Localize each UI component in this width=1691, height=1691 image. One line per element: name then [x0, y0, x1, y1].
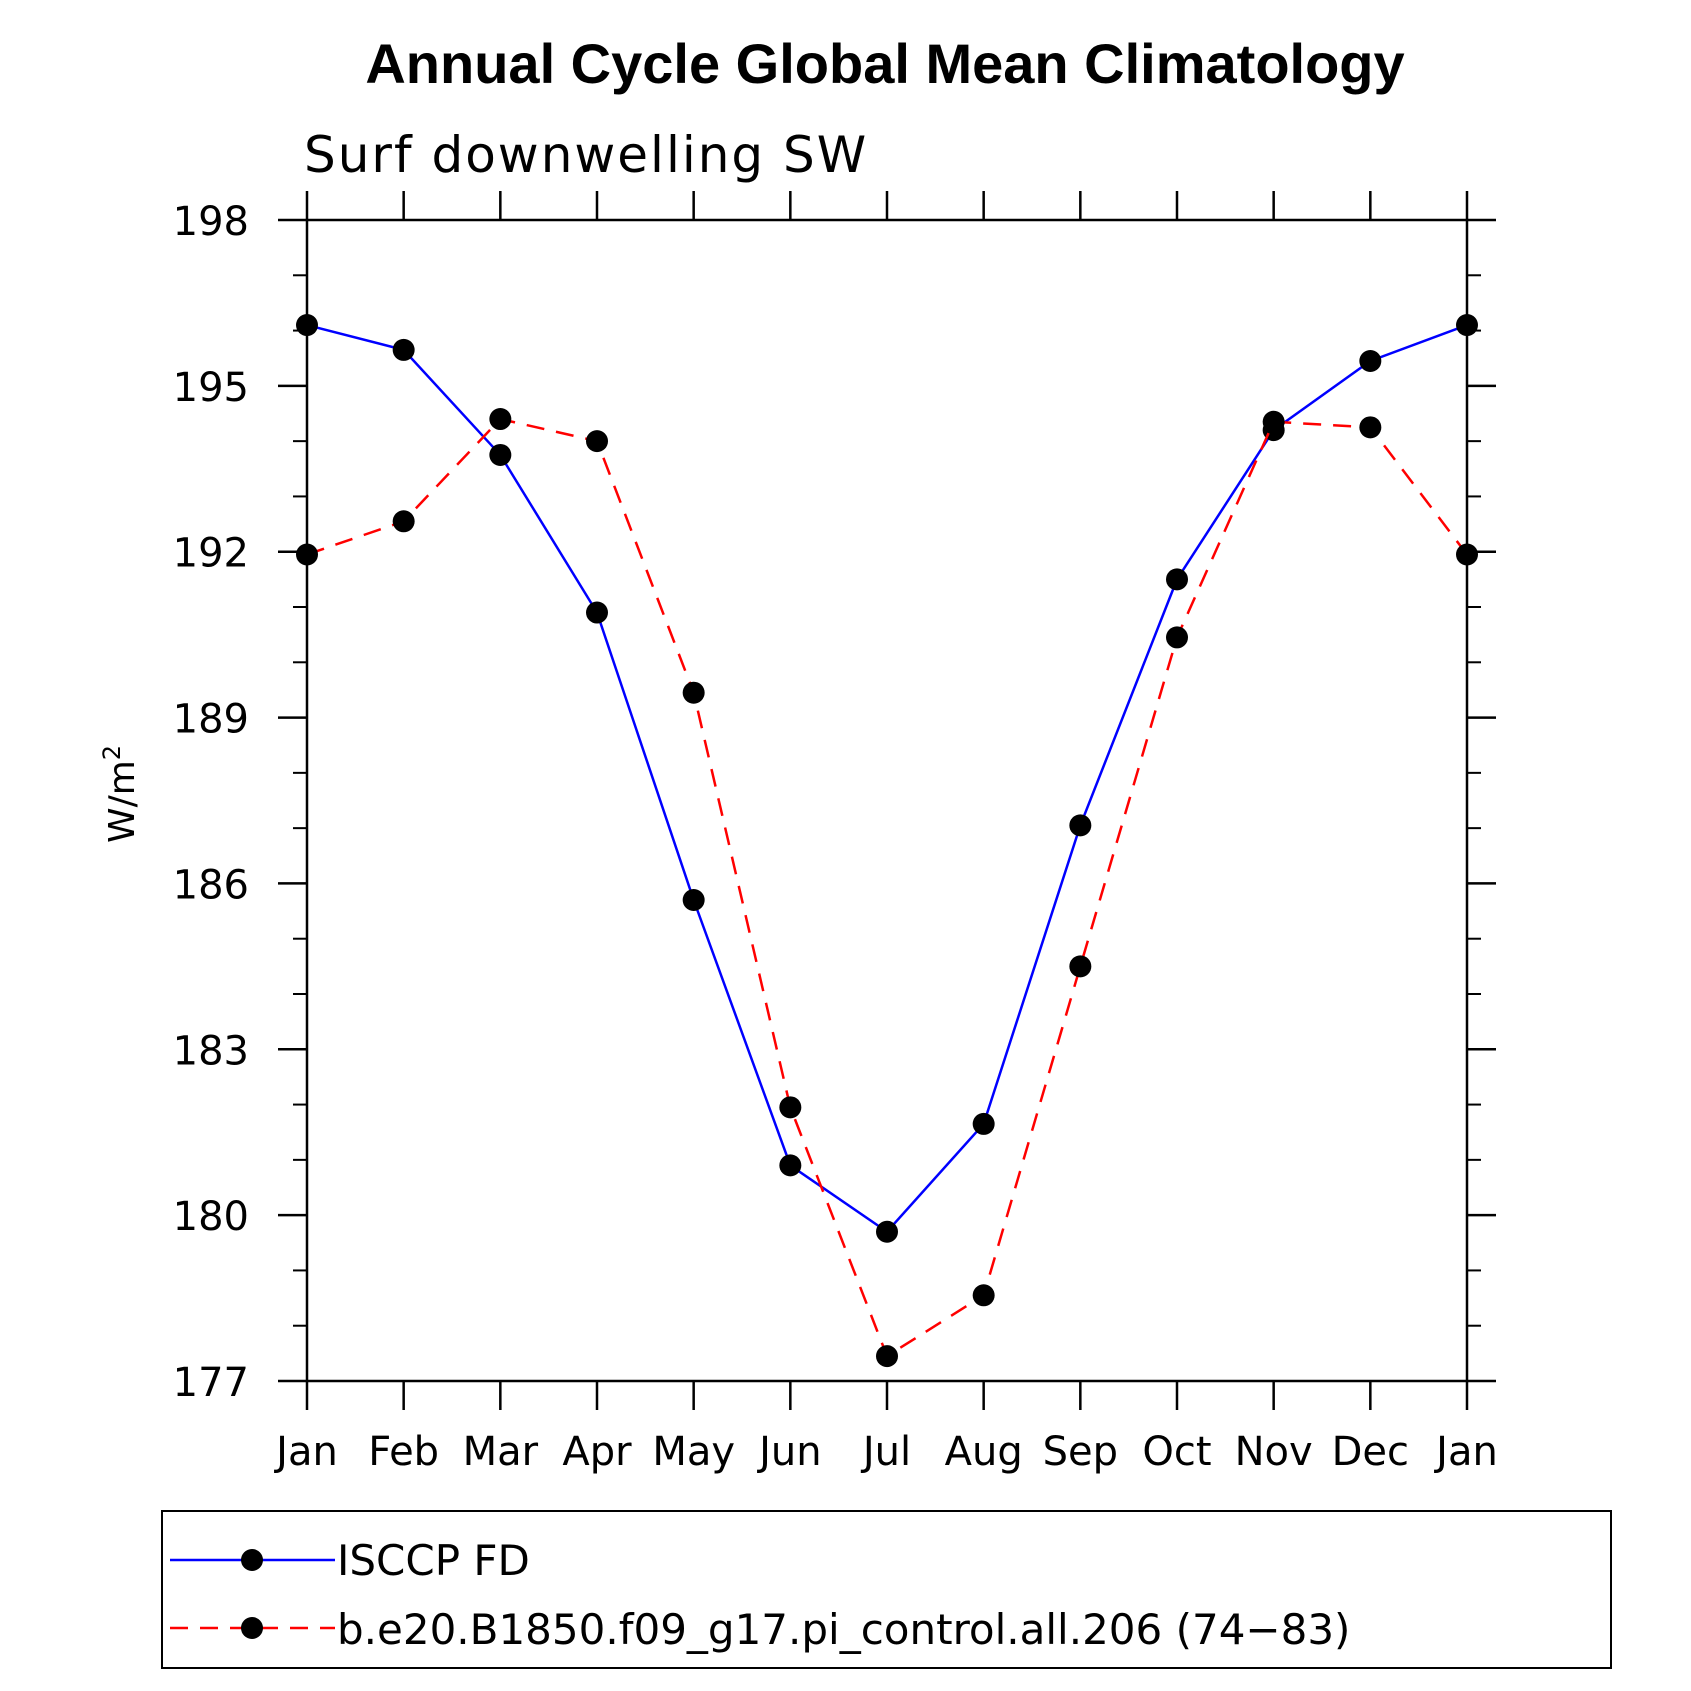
series-0-point — [296, 314, 318, 337]
y-tick-label: 177 — [173, 1360, 249, 1406]
y-tick-label: 195 — [173, 365, 249, 411]
series-0-point — [1359, 349, 1382, 372]
x-tick-label: Feb — [368, 1429, 439, 1475]
series-0-point — [392, 338, 415, 361]
series-1-point — [1359, 416, 1382, 439]
series-1-point — [392, 510, 415, 533]
series-1-point — [1166, 626, 1188, 649]
series-1-point — [296, 543, 318, 566]
series-0-point — [779, 1154, 802, 1177]
series-1-point — [876, 1345, 898, 1368]
x-tick-label: Oct — [1142, 1429, 1211, 1475]
x-tick-label: Sep — [1043, 1429, 1118, 1475]
plot-series — [296, 314, 1478, 1368]
x-tick-label: Mar — [463, 1429, 539, 1475]
y-tick-label: 189 — [173, 697, 249, 743]
series-1-point — [489, 408, 512, 431]
series-0-point — [489, 443, 512, 466]
series-0-point — [1069, 814, 1092, 837]
y-axis-label-text: W/m — [102, 760, 143, 843]
x-tick-label: Aug — [945, 1429, 1023, 1475]
series-1-point — [586, 430, 608, 453]
plot-frame — [305, 218, 1469, 1383]
series-1-point — [1456, 543, 1478, 566]
x-tick-label: Jan — [273, 1429, 338, 1475]
series-1-point — [682, 681, 705, 704]
x-tick-label: Jun — [756, 1429, 822, 1475]
series-0-point — [876, 1220, 898, 1243]
series-1-point — [779, 1096, 802, 1119]
series-0-point — [682, 889, 705, 912]
y-tick-label: 192 — [173, 531, 249, 577]
series-line-1 — [306, 417, 1468, 1358]
x-tick-label: Jan — [1433, 1429, 1498, 1475]
series-0-point — [1456, 314, 1478, 337]
legend-label-model: b.e20.B1850.f09_g17.pi_control.all.206 (… — [337, 1605, 1350, 1654]
y-tick-label: 180 — [173, 1194, 249, 1240]
legend: ISCCP FD b.e20.B1850.f09_g17.pi_control.… — [161, 1510, 1612, 1669]
x-tick-label: Dec — [1332, 1429, 1409, 1475]
legend-label-isccp: ISCCP FD — [337, 1536, 530, 1585]
legend-box — [161, 1510, 1612, 1669]
x-tick-label: Jul — [860, 1429, 911, 1475]
series-1-point — [1262, 410, 1285, 433]
y-tick-label: 186 — [173, 862, 249, 908]
y-axis-label: W/m2 — [98, 745, 143, 843]
axes: Jan Feb Mar Apr May Jun Jul Aug Sep Oct Nov Dec Jan 1… — [173, 191, 1498, 1475]
series-1-point — [972, 1284, 995, 1307]
series-0-point — [972, 1112, 995, 1135]
y-tick-label: 183 — [173, 1028, 249, 1074]
legend-marker-model — [241, 1617, 263, 1639]
legend-marker-isccp — [241, 1549, 263, 1571]
y-tick-label: 198 — [173, 199, 249, 245]
series-0-point — [586, 601, 608, 624]
series-0-point — [1166, 568, 1188, 591]
x-tick-label: Nov — [1235, 1429, 1313, 1475]
x-tick-label: Apr — [562, 1429, 632, 1475]
x-tick-label: May — [652, 1429, 735, 1475]
y-axis-label-superscript: 2 — [98, 745, 126, 760]
series-line-0 — [306, 323, 1468, 1234]
chart-subtitle: Surf downwelling SW — [304, 126, 868, 184]
series-1-point — [1069, 955, 1092, 978]
chart-title: Annual Cycle Global Mean Climatology — [365, 32, 1404, 95]
